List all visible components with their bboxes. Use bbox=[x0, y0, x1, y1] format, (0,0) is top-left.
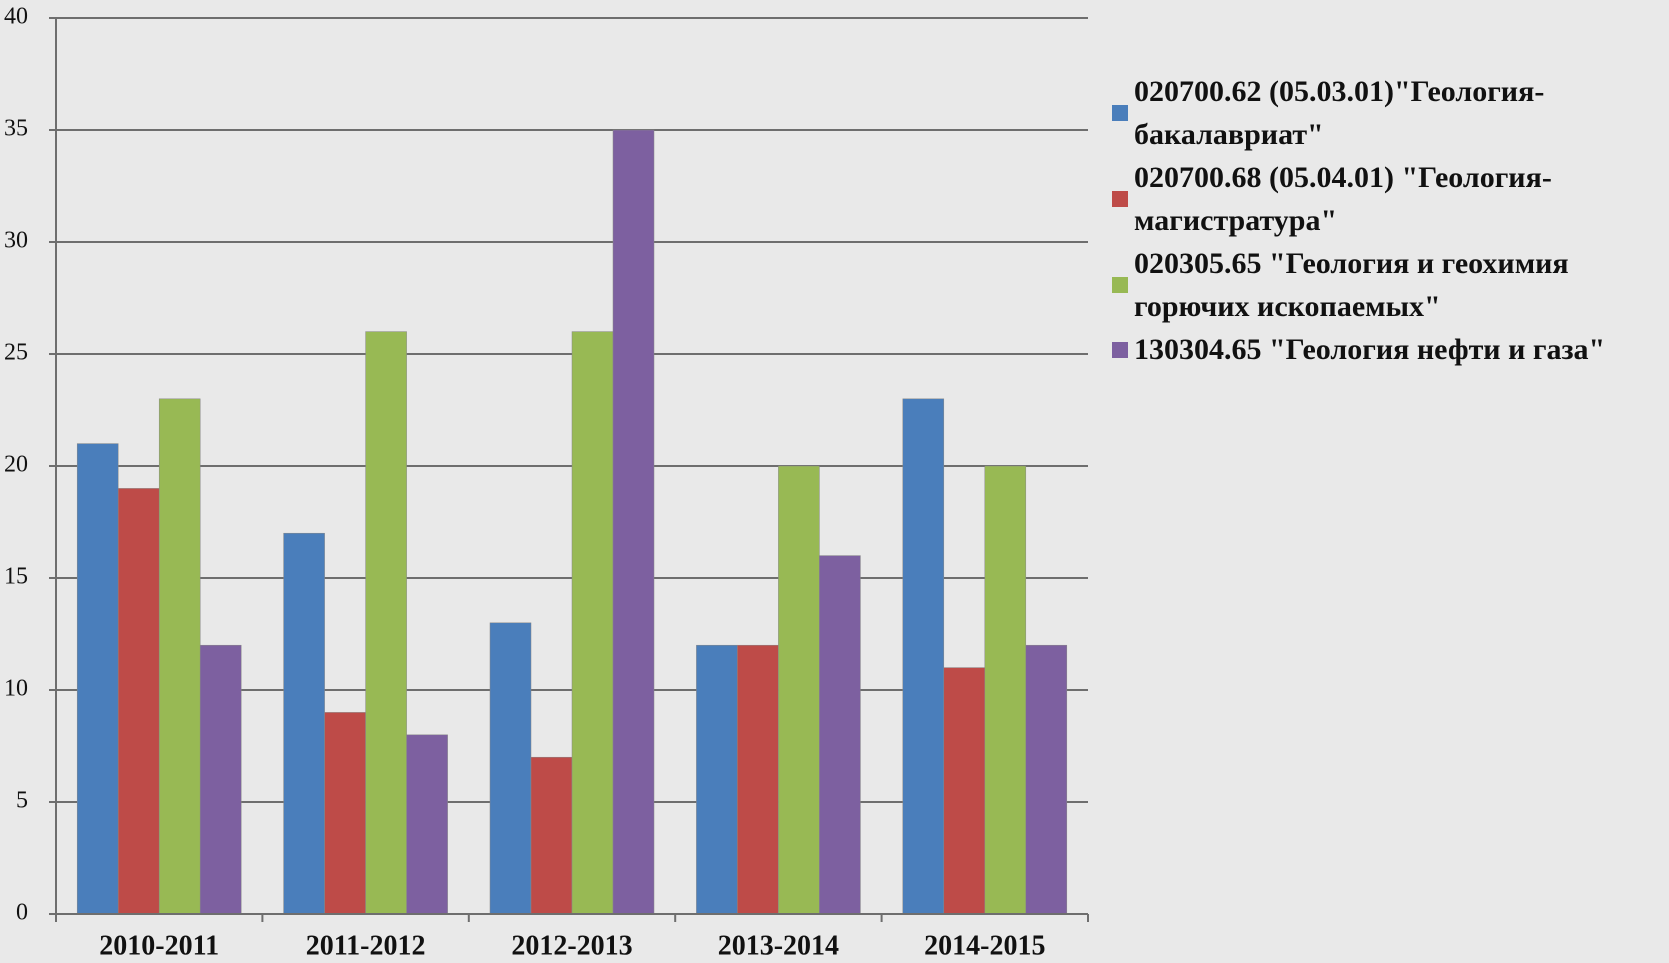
x-tick-label: 2011-2012 bbox=[306, 930, 426, 961]
bar bbox=[819, 555, 861, 915]
y-tick-label: 5 bbox=[16, 788, 28, 814]
bar bbox=[283, 532, 325, 915]
y-tick-label: 30 bbox=[4, 228, 28, 254]
bar bbox=[571, 331, 614, 915]
y-tick-label: 0 bbox=[16, 900, 28, 926]
bar bbox=[902, 398, 945, 915]
legend-label: 020700.68 (05.04.01) "Геология-магистрат… bbox=[1134, 161, 1552, 237]
x-tick-label: 2013-2014 bbox=[718, 930, 839, 961]
legend-entry: 020700.68 (05.04.01) "Геология-магистрат… bbox=[1112, 156, 1652, 242]
bar bbox=[199, 644, 242, 915]
bar bbox=[1025, 644, 1068, 915]
x-tick-label: 2014-2015 bbox=[924, 930, 1045, 961]
legend-swatch bbox=[1112, 191, 1128, 207]
bar bbox=[406, 734, 448, 915]
y-tick-label: 35 bbox=[4, 116, 28, 142]
y-tick-label: 20 bbox=[4, 452, 28, 478]
x-tick-label: 2010-2011 bbox=[99, 930, 219, 961]
bar bbox=[365, 331, 407, 915]
y-tick-label: 25 bbox=[4, 340, 28, 366]
bar bbox=[778, 465, 820, 915]
y-tick-label: 40 bbox=[4, 4, 28, 30]
x-tick-label: 2012-2013 bbox=[511, 930, 632, 961]
bar bbox=[530, 756, 573, 915]
legend-entry: 020305.65 "Геология и геохимия горючих и… bbox=[1112, 242, 1652, 328]
bar bbox=[489, 622, 532, 915]
bar bbox=[117, 488, 160, 915]
bar bbox=[158, 398, 201, 915]
bar bbox=[324, 712, 366, 915]
legend-label: 020700.62 (05.03.01)"Геология-бакалавриа… bbox=[1134, 75, 1545, 151]
bar bbox=[76, 443, 119, 915]
y-tick-label: 10 bbox=[4, 676, 28, 702]
legend-swatch bbox=[1112, 277, 1128, 293]
y-tick-label: 15 bbox=[4, 564, 28, 590]
legend-entry: 130304.65 "Геология нефти и газа" bbox=[1112, 328, 1652, 371]
legend: 020700.62 (05.03.01)"Геология-бакалавриа… bbox=[1112, 70, 1652, 371]
bar bbox=[984, 465, 1027, 915]
bar bbox=[696, 644, 738, 915]
bar bbox=[943, 667, 986, 915]
legend-label: 020305.65 "Геология и геохимия горючих и… bbox=[1134, 247, 1569, 323]
legend-entry: 020700.62 (05.03.01)"Геология-бакалавриа… bbox=[1112, 70, 1652, 156]
legend-swatch bbox=[1112, 105, 1128, 121]
bar bbox=[612, 129, 655, 915]
legend-label: 130304.65 "Геология нефти и газа" bbox=[1134, 333, 1606, 366]
bar bbox=[737, 644, 779, 915]
legend-swatch bbox=[1112, 341, 1128, 358]
